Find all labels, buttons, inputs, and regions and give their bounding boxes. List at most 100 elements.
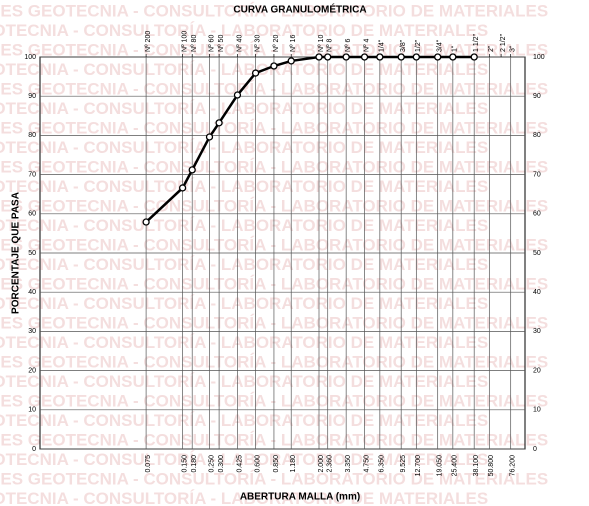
x2-tick-label: 2 1/2" (500, 33, 507, 52)
watermark-text: LES GEOTECNIA - CONSULTORÍA - LABORATORI… (0, 255, 488, 274)
x-tick-label: 0.180 (191, 455, 198, 473)
y2-tick-label: 20 (533, 367, 541, 374)
watermark-text: LES GEOTECNIA - CONSULTORÍA - LABORATORI… (0, 40, 548, 59)
x-tick-label: 19.050 (437, 455, 444, 477)
x2-tick-label: Nº 40 (236, 35, 243, 52)
data-point (342, 53, 350, 61)
data-point (397, 53, 405, 61)
watermark-text: LES GEOTECNIA - CONSULTORÍA - LABORATORI… (0, 489, 488, 506)
x2-tick-label: 2" (488, 45, 495, 52)
x-tick-label: 50.800 (488, 455, 495, 477)
x2-tick-label: Nº 20 (273, 35, 280, 52)
data-point (270, 62, 278, 70)
watermark-text: LES GEOTECNIA - CONSULTORÍA - LABORATORI… (0, 138, 488, 157)
x-tick-label: 0.425 (236, 455, 243, 473)
y2-tick-label: 50 (533, 250, 541, 257)
x2-tick-label: Nº 60 (208, 35, 215, 52)
data-point (178, 184, 187, 192)
y2-tick-label: 30 (533, 328, 541, 335)
data-point (188, 166, 196, 174)
x-tick-label: 0.600 (254, 455, 261, 473)
data-point (287, 57, 295, 65)
y2-tick-label: 60 (533, 211, 541, 218)
y2-tick-label: 100 (533, 54, 545, 61)
watermark-text: LES GEOTECNIA - CONSULTORÍA - LABORATORI… (0, 216, 488, 235)
y-tick-label: 40 (28, 289, 36, 296)
y-axis-label: PORCENTAJE QUE PASA (11, 192, 22, 314)
watermark-text: LES GEOTECNIA - CONSULTORÍA - LABORATORI… (0, 372, 488, 391)
watermark-text: LES GEOTECNIA - CONSULTORÍA - LABORATORI… (0, 60, 488, 79)
x2-tick-label: Nº 80 (191, 35, 198, 52)
y2-tick-label: 70 (533, 171, 541, 178)
y-tick-label: 60 (28, 211, 36, 218)
y2-tick-label: 0 (533, 446, 537, 453)
x-tick-label: 3.350 (345, 455, 352, 473)
y-tick-label: 90 (28, 93, 36, 100)
x2-tick-label: Nº 8 (327, 38, 334, 52)
watermark-text: LES GEOTECNIA - CONSULTORÍA - LABORATORI… (0, 411, 488, 430)
x-tick-label: 1.180 (290, 455, 297, 473)
x-tick-label: 2.360 (327, 455, 334, 473)
data-point (142, 218, 150, 226)
data-point (324, 53, 332, 61)
watermark-text: LES GEOTECNIA - CONSULTORÍA - LABORATORI… (0, 21, 488, 40)
watermark-text: LES GEOTECNIA - CONSULTORÍA - LABORATORI… (0, 450, 488, 469)
chart-title: CURVA GRANULOMÉTRICA (233, 3, 366, 16)
x-tick-label: 76.200 (510, 455, 517, 477)
x-tick-label: 4.750 (363, 455, 370, 473)
x-tick-label: 0.250 (208, 455, 215, 473)
y-tick-label: 30 (28, 328, 36, 335)
data-point (215, 119, 223, 127)
watermark-text: LES GEOTECNIA - CONSULTORÍA - LABORATORI… (0, 177, 488, 196)
data-point (376, 53, 384, 61)
x-tick-label: 9.525 (400, 455, 407, 473)
y2-tick-label: 90 (533, 93, 541, 100)
watermark-text: LES GEOTECNIA - CONSULTORÍA - LABORATORI… (0, 333, 488, 352)
y-tick-label: 20 (28, 367, 36, 374)
y2-tick-label: 80 (533, 132, 541, 139)
y-tick-label: 70 (28, 171, 36, 178)
data-point (315, 53, 323, 61)
data-point (434, 53, 442, 61)
y2-tick-label: 40 (533, 289, 541, 296)
x2-tick-label: Nº 4 (363, 38, 370, 52)
data-point (360, 53, 369, 61)
data-point (470, 53, 478, 61)
x2-tick-label: Nº 50 (218, 35, 225, 52)
y-tick-label: 0 (32, 446, 36, 453)
y-tick-label: 50 (28, 250, 36, 257)
y2-tick-label: 10 (533, 407, 541, 414)
watermark-text: LES GEOTECNIA - CONSULTORÍA - LABORATORI… (0, 294, 488, 313)
data-point (233, 91, 242, 99)
x2-tick-label: 3/8" (400, 39, 407, 52)
x2-tick-label: Nº 6 (345, 38, 352, 52)
watermark-text: LES GEOTECNIA - CONSULTORÍA - LABORATORI… (0, 469, 548, 488)
x2-tick-label: 3/4" (437, 39, 444, 52)
x2-tick-label: Nº 10 (318, 35, 325, 52)
x2-tick-label: Nº 100 (181, 31, 188, 52)
x-tick-label: 38.100 (473, 455, 480, 477)
y-tick-label: 100 (24, 54, 36, 61)
x-tick-label: 0.850 (273, 455, 280, 473)
data-point (412, 53, 420, 61)
x-tick-label: 6.350 (379, 455, 386, 473)
data-point (205, 133, 214, 141)
x2-tick-label: 1" (452, 45, 459, 52)
y-tick-label: 10 (28, 407, 36, 414)
x2-tick-label: 3" (510, 45, 517, 52)
x2-tick-label: 1/4" (379, 39, 386, 52)
x2-tick-label: Nº 200 (145, 31, 152, 52)
watermark-text: LES GEOTECNIA - CONSULTORÍA - LABORATORI… (0, 1, 548, 20)
x2-tick-label: Nº 16 (290, 35, 297, 52)
watermark-text: LES GEOTECNIA - CONSULTORÍA - LABORATORI… (0, 99, 488, 118)
x-tick-label: 12.700 (415, 455, 422, 477)
y-tick-label: 80 (28, 132, 36, 139)
x-tick-label: 0.300 (218, 455, 225, 473)
x-tick-label: 2.000 (318, 455, 325, 473)
x2-tick-label: Nº 30 (254, 35, 261, 52)
data-point (251, 69, 260, 77)
x-tick-label: 25.400 (452, 455, 459, 477)
x-tick-label: 0.075 (145, 455, 152, 473)
